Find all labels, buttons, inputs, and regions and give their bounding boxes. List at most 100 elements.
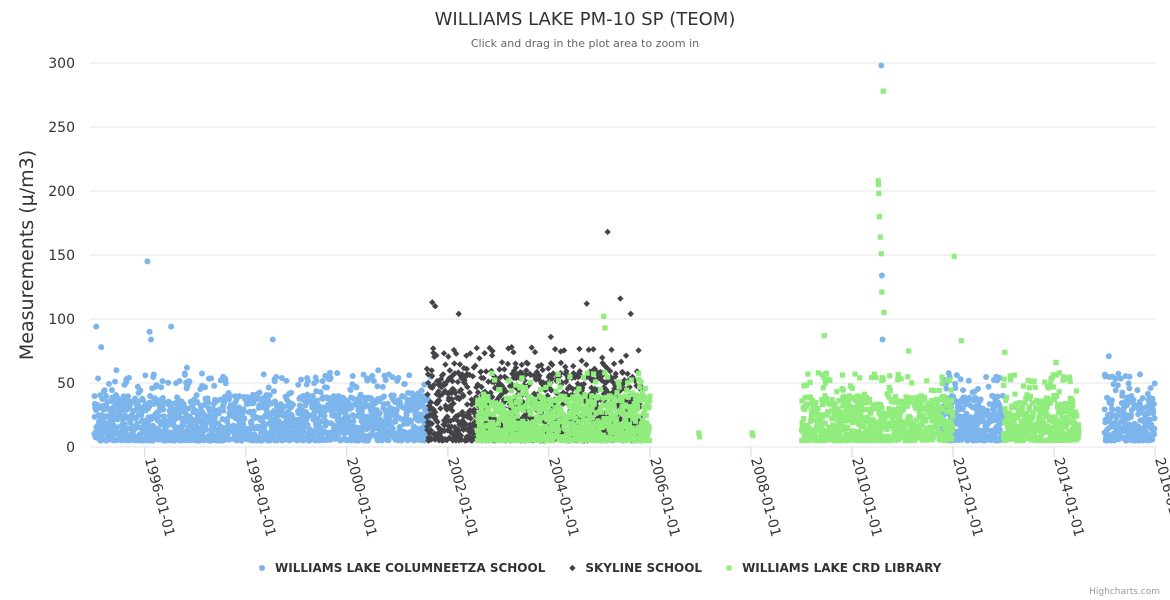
data-point[interactable] [837,433,843,439]
data-point[interactable] [142,372,149,379]
data-point[interactable] [894,428,900,434]
data-point[interactable] [859,415,866,421]
data-point[interactable] [856,418,862,424]
data-point[interactable] [578,381,585,389]
data-point[interactable] [595,374,602,382]
data-point[interactable] [512,360,519,367]
data-point[interactable] [965,377,972,384]
data-point[interactable] [642,431,648,437]
data-point[interactable] [220,399,227,406]
data-point[interactable] [528,379,534,385]
data-point[interactable] [390,392,397,399]
data-point[interactable] [144,258,151,265]
data-point[interactable] [906,399,913,405]
data-point[interactable] [600,395,606,401]
data-point[interactable] [619,397,625,404]
data-point[interactable] [429,299,436,306]
data-point[interactable] [523,403,529,410]
data-point[interactable] [646,425,652,431]
data-point[interactable] [804,382,810,388]
data-point[interactable] [924,425,931,431]
data-point[interactable] [1101,406,1108,413]
data-point[interactable] [1015,428,1021,435]
data-point[interactable] [435,387,442,395]
data-point[interactable] [609,378,616,386]
data-point[interactable] [150,423,157,430]
data-point[interactable] [575,437,581,443]
data-point[interactable] [617,358,625,365]
data-point[interactable] [614,386,621,394]
data-point[interactable] [150,371,157,378]
data-point[interactable] [635,393,641,400]
data-point[interactable] [1029,400,1036,406]
data-point[interactable] [888,420,894,426]
data-point[interactable] [601,362,608,369]
data-point[interactable] [496,366,503,373]
data-point[interactable] [617,431,623,438]
data-point[interactable] [1003,394,1010,400]
data-point[interactable] [554,432,560,438]
data-point[interactable] [572,415,578,421]
data-point[interactable] [635,413,642,419]
data-point[interactable] [858,411,864,417]
data-point[interactable] [588,384,595,391]
data-point[interactable] [304,377,311,384]
data-point[interactable] [519,415,526,422]
data-point[interactable] [523,427,530,433]
data-point[interactable] [869,427,875,433]
data-point[interactable] [357,391,364,398]
data-point[interactable] [801,433,807,439]
data-point[interactable] [810,437,816,443]
data-point[interactable] [288,389,295,396]
data-point[interactable] [146,402,153,409]
data-point[interactable] [604,416,611,422]
data-point[interactable] [641,394,648,400]
data-point[interactable] [941,419,947,426]
data-point[interactable] [985,383,992,390]
data-point[interactable] [159,378,166,385]
data-point[interactable] [908,415,914,421]
data-point[interactable] [644,434,650,440]
data-point[interactable] [1119,389,1126,396]
data-point[interactable] [563,419,569,425]
data-point[interactable] [1032,384,1038,390]
data-point[interactable] [896,405,902,411]
data-point[interactable] [802,424,808,430]
data-point[interactable] [598,405,604,411]
data-point[interactable] [360,371,367,378]
data-point[interactable] [871,419,877,425]
data-point[interactable] [1112,375,1119,382]
data-point[interactable] [887,388,893,394]
data-point[interactable] [497,405,503,411]
data-point[interactable] [598,409,605,415]
data-point[interactable] [589,426,596,432]
data-point[interactable] [489,393,496,401]
data-point[interactable] [1011,419,1017,425]
data-point[interactable] [557,384,563,390]
data-point[interactable] [947,377,953,383]
data-point[interactable] [613,416,620,422]
data-point[interactable] [240,408,247,415]
data-point[interactable] [1017,411,1023,418]
data-point[interactable] [366,434,373,441]
data-point[interactable] [526,428,532,435]
data-point[interactable] [510,415,516,421]
data-point[interactable] [607,420,613,426]
data-point[interactable] [541,435,548,441]
data-point[interactable] [974,385,981,392]
data-point[interactable] [611,406,617,412]
data-point[interactable] [626,412,632,419]
data-point[interactable] [427,399,434,406]
data-point[interactable] [450,400,457,407]
data-point[interactable] [424,391,431,398]
data-point[interactable] [878,418,884,424]
data-point[interactable] [1149,436,1156,443]
data-point[interactable] [193,392,200,399]
data-point[interactable] [883,410,889,417]
data-point[interactable] [489,370,495,376]
data-point[interactable] [574,406,581,413]
data-point[interactable] [848,431,854,437]
data-point[interactable] [625,394,631,400]
data-point[interactable] [849,408,855,414]
data-point[interactable] [584,373,591,380]
